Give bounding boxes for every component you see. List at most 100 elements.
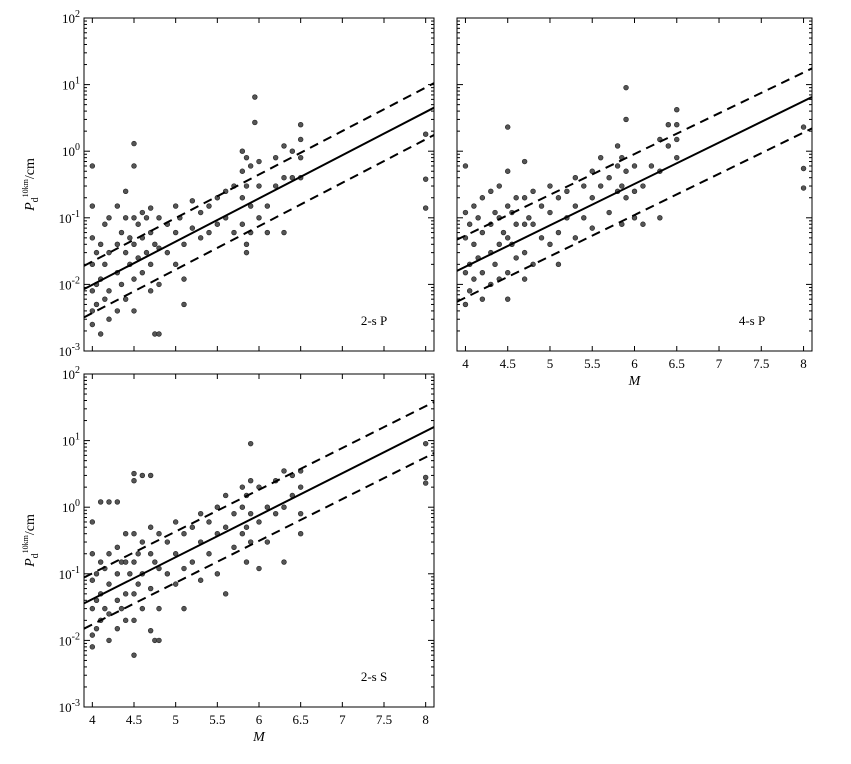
data-point (93, 301, 100, 308)
data-point (239, 148, 246, 154)
data-point (547, 183, 553, 189)
data-point (172, 519, 179, 525)
data-point (106, 288, 112, 294)
data-point (143, 249, 150, 256)
data-point (538, 203, 545, 209)
data-point (264, 539, 271, 545)
data-point (247, 163, 254, 169)
data-point (131, 559, 137, 565)
data-point (631, 163, 638, 169)
x-tick-label: 6.5 (293, 712, 309, 727)
data-point (281, 175, 287, 181)
data-point (106, 611, 112, 617)
data-point (471, 276, 477, 282)
data-point (513, 221, 519, 227)
data-point (156, 605, 162, 612)
data-point (256, 183, 262, 189)
data-point (172, 261, 179, 268)
data-point (496, 241, 502, 248)
data-point (164, 539, 171, 545)
data-point (172, 229, 179, 236)
data-point (147, 288, 154, 294)
data-point (189, 225, 196, 231)
data-point (97, 499, 104, 505)
lower-bound-line (84, 452, 434, 630)
data-point (422, 131, 429, 137)
data-point (131, 163, 137, 169)
data-point (106, 215, 112, 221)
data-point (572, 203, 579, 209)
panel-label: 4-s P (739, 313, 765, 328)
data-point (147, 551, 154, 557)
data-point (505, 235, 511, 241)
y-tick-label: 10-1 (59, 209, 80, 226)
x-tick-label: 5 (547, 356, 554, 371)
y-tick-label: 100 (62, 142, 80, 159)
data-point (114, 571, 121, 577)
data-point (131, 652, 137, 658)
x-tick-label: 4 (462, 356, 469, 371)
data-point (252, 94, 258, 100)
data-point (222, 591, 229, 597)
data-point (152, 559, 158, 565)
y-axis-label: Pd10km/cm (21, 158, 41, 212)
data-point (214, 504, 221, 510)
data-point (156, 215, 162, 221)
x-tick-label: 8 (422, 712, 429, 727)
data-point (513, 255, 519, 261)
data-point (239, 168, 246, 174)
data-point (181, 605, 187, 612)
data-point (530, 221, 536, 227)
y-tick-label: 101 (62, 432, 80, 449)
data-point (131, 591, 137, 597)
data-point (147, 205, 154, 211)
data-point (530, 188, 536, 194)
data-point (264, 229, 271, 236)
data-point (521, 195, 528, 201)
x-tick-label: 8 (800, 356, 807, 371)
data-point (89, 203, 96, 209)
lower-bound-line (457, 127, 812, 303)
data-point (139, 539, 146, 545)
data-point (247, 477, 254, 484)
data-point (800, 124, 807, 130)
data-point (243, 524, 250, 530)
data-point (147, 472, 154, 479)
data-point (114, 241, 121, 248)
panel-bottom-left: 4 4.5 5 5.5 6 6.5 7 7.5 8 10-3 10-2 10-1 100 101 102 2-… (21, 365, 435, 745)
data-point (521, 158, 528, 165)
data-point (106, 581, 112, 587)
data-point (422, 474, 429, 481)
data-point (239, 484, 246, 490)
data-point (555, 229, 562, 236)
data-point (102, 261, 108, 268)
data-point (589, 195, 595, 201)
data-point (297, 121, 304, 128)
data-point (623, 84, 629, 91)
data-point (181, 276, 187, 282)
x-tick-label: 4.5 (126, 712, 142, 727)
data-point (89, 288, 96, 294)
data-point (264, 203, 271, 209)
panel-label: 2-s S (361, 669, 387, 684)
data-point (135, 221, 141, 227)
data-point (127, 571, 133, 577)
data-point (256, 519, 262, 525)
data-point (581, 183, 587, 189)
data-point (139, 209, 146, 216)
data-point (231, 229, 237, 236)
x-tick-label: 7 (716, 356, 723, 371)
data-point (488, 188, 494, 194)
data-point (648, 163, 655, 169)
data-point (114, 499, 121, 505)
data-point (297, 136, 304, 143)
data-point (555, 195, 562, 201)
data-point (422, 176, 429, 182)
data-point (122, 531, 129, 537)
data-point (214, 571, 221, 577)
data-point (106, 551, 112, 557)
data-point (674, 154, 680, 161)
data-point (139, 605, 146, 612)
data-point (156, 281, 162, 288)
data-point (206, 203, 212, 209)
